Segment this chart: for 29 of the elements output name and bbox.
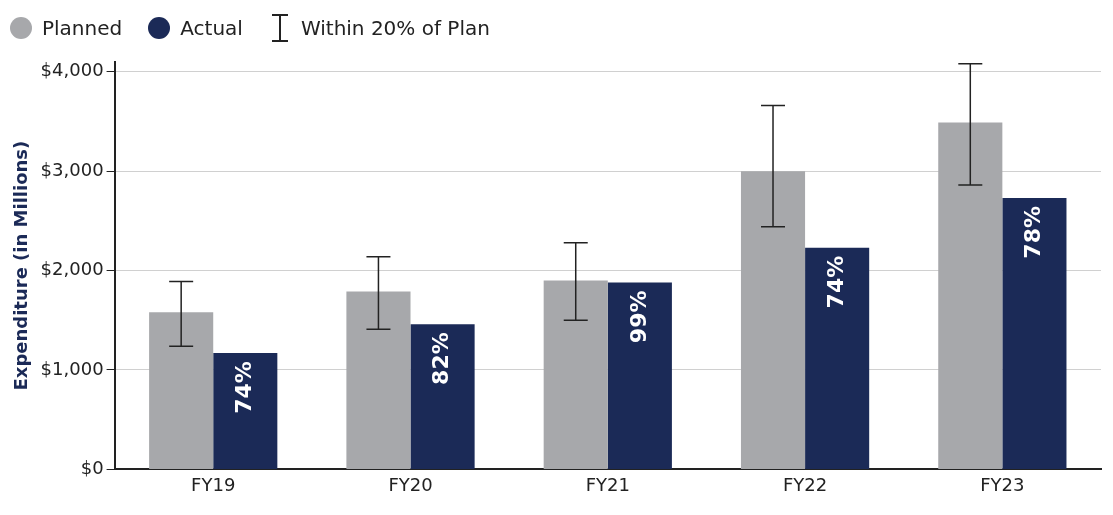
x-tick-label: FY20 bbox=[388, 473, 433, 495]
annotation: 74% bbox=[822, 255, 848, 309]
bar bbox=[938, 122, 1003, 469]
bar bbox=[1002, 198, 1067, 469]
annotation: 99% bbox=[625, 290, 651, 344]
y-axis-title: Expenditure (in Millions) bbox=[10, 140, 32, 391]
y-tick-label: $1,000 bbox=[40, 357, 104, 379]
bar bbox=[410, 324, 475, 469]
y-tick-label: $3,000 bbox=[40, 158, 104, 180]
y-tick-label: $0 bbox=[80, 457, 104, 479]
x-tick-label: FY22 bbox=[782, 473, 828, 495]
bar bbox=[740, 171, 806, 469]
text: Within 20% of Plan bbox=[300, 16, 490, 40]
annotation: 82% bbox=[428, 332, 454, 385]
y-tick-label: $4,000 bbox=[40, 59, 104, 81]
x-tick-label: FY19 bbox=[191, 473, 236, 495]
bar bbox=[149, 312, 214, 469]
legend-label: Actual bbox=[180, 16, 243, 40]
bar bbox=[543, 280, 608, 469]
annotation: 78% bbox=[1020, 206, 1046, 259]
annotation: 74% bbox=[231, 361, 256, 414]
bar bbox=[213, 353, 278, 469]
bar bbox=[346, 291, 411, 469]
x-tick-label: FY21 bbox=[585, 473, 630, 495]
bar bbox=[805, 247, 870, 469]
legend-label: Planned bbox=[42, 16, 123, 40]
x-tick-label: FY23 bbox=[980, 473, 1025, 495]
y-tick-label: $2,000 bbox=[40, 258, 104, 280]
bar bbox=[607, 282, 672, 469]
